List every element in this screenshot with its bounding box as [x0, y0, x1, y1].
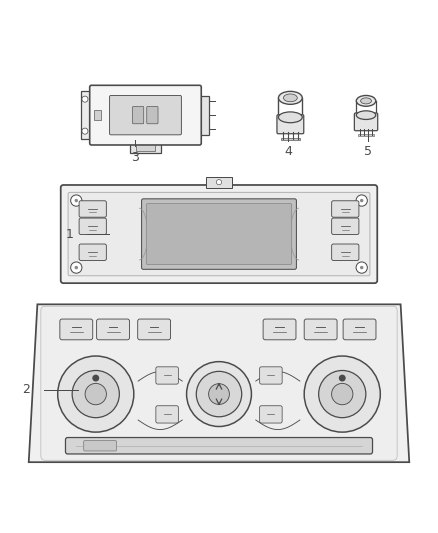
Bar	[206, 177, 232, 188]
Circle shape	[85, 383, 106, 405]
Text: 2: 2	[23, 383, 31, 396]
Ellipse shape	[279, 112, 302, 123]
Circle shape	[360, 266, 364, 269]
Circle shape	[216, 180, 222, 185]
Ellipse shape	[356, 95, 376, 106]
Bar	[200, 96, 209, 135]
FancyBboxPatch shape	[133, 107, 144, 124]
Circle shape	[208, 384, 230, 405]
FancyBboxPatch shape	[97, 319, 130, 340]
Circle shape	[74, 266, 78, 269]
FancyBboxPatch shape	[156, 367, 178, 384]
Circle shape	[92, 375, 99, 382]
Ellipse shape	[283, 94, 297, 102]
Circle shape	[74, 199, 78, 203]
Bar	[281, 138, 300, 140]
Text: 4: 4	[284, 146, 292, 158]
FancyBboxPatch shape	[61, 185, 377, 283]
Circle shape	[58, 356, 134, 432]
Ellipse shape	[360, 98, 371, 104]
Circle shape	[339, 375, 346, 382]
FancyBboxPatch shape	[147, 107, 158, 124]
FancyBboxPatch shape	[277, 115, 304, 134]
FancyBboxPatch shape	[260, 406, 282, 423]
FancyBboxPatch shape	[354, 113, 378, 131]
Circle shape	[356, 262, 367, 273]
FancyBboxPatch shape	[79, 218, 106, 235]
Text: 1: 1	[66, 228, 74, 240]
FancyBboxPatch shape	[332, 201, 359, 217]
FancyBboxPatch shape	[60, 319, 93, 340]
Circle shape	[71, 262, 82, 273]
Circle shape	[82, 128, 88, 134]
Circle shape	[196, 372, 242, 417]
FancyBboxPatch shape	[156, 406, 178, 423]
FancyBboxPatch shape	[343, 319, 376, 340]
FancyBboxPatch shape	[41, 306, 397, 461]
Circle shape	[332, 383, 353, 405]
Circle shape	[187, 361, 251, 426]
FancyBboxPatch shape	[79, 244, 106, 261]
Circle shape	[72, 370, 119, 418]
Text: 3: 3	[131, 151, 138, 164]
Bar	[136, 144, 155, 151]
Bar	[81, 91, 93, 139]
FancyBboxPatch shape	[332, 244, 359, 261]
Polygon shape	[29, 304, 409, 462]
Bar	[131, 142, 161, 153]
FancyBboxPatch shape	[110, 95, 181, 135]
FancyBboxPatch shape	[146, 204, 292, 264]
Bar	[358, 134, 374, 136]
Circle shape	[360, 199, 364, 203]
Ellipse shape	[279, 91, 302, 104]
FancyBboxPatch shape	[141, 199, 297, 269]
Bar	[94, 110, 101, 120]
FancyBboxPatch shape	[332, 218, 359, 235]
FancyBboxPatch shape	[79, 201, 106, 217]
Circle shape	[319, 370, 366, 418]
FancyBboxPatch shape	[138, 319, 170, 340]
FancyBboxPatch shape	[68, 192, 370, 276]
FancyBboxPatch shape	[263, 319, 296, 340]
Circle shape	[71, 195, 82, 206]
Circle shape	[82, 96, 88, 102]
FancyBboxPatch shape	[90, 85, 201, 145]
Circle shape	[356, 195, 367, 206]
Text: 5: 5	[364, 146, 372, 158]
Ellipse shape	[356, 111, 376, 119]
FancyBboxPatch shape	[304, 319, 337, 340]
FancyBboxPatch shape	[66, 438, 372, 454]
Circle shape	[304, 356, 380, 432]
FancyBboxPatch shape	[84, 441, 117, 451]
FancyBboxPatch shape	[260, 367, 282, 384]
